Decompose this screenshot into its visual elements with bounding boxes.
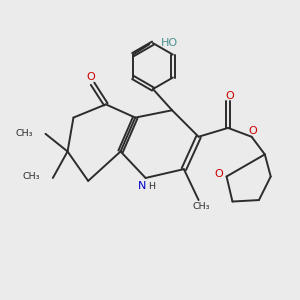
- Text: CH₃: CH₃: [192, 202, 210, 211]
- Text: N: N: [138, 181, 146, 191]
- Text: O: O: [215, 169, 224, 178]
- Text: CH₃: CH₃: [16, 129, 33, 138]
- Text: H: H: [148, 182, 156, 191]
- Text: O: O: [225, 91, 234, 100]
- Text: O: O: [249, 126, 257, 136]
- Text: O: O: [87, 72, 95, 82]
- Text: HO: HO: [160, 38, 178, 47]
- Text: CH₃: CH₃: [23, 172, 40, 181]
